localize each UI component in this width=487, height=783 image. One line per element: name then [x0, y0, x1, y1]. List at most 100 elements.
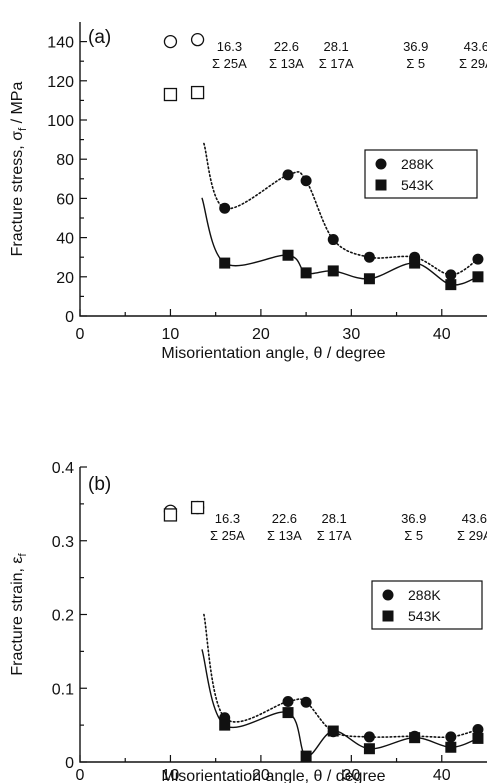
panel-a-y-tick-label: 140	[47, 35, 74, 52]
panel-a: (a) Misorientation angle, θ / degree Fra…	[9, 22, 487, 362]
panel-a-y-tick-label: 40	[56, 231, 74, 248]
panel-a-x-axis-label: Misorientation angle, θ / degree	[161, 345, 385, 362]
panel-b-annotation-angle: 28.1	[321, 511, 346, 526]
panel-b-marker-543K	[472, 732, 484, 744]
panel-b-label: (b)	[88, 474, 111, 495]
panel-a-marker-543K	[472, 271, 484, 283]
panel-a-marker-543K	[445, 279, 457, 291]
panel-a-annotation-angle: 43.6	[464, 39, 487, 54]
panel-a-annotation-sigma: Σ 29A	[459, 56, 487, 71]
panel-b-marker-543K	[363, 743, 375, 755]
panel-a-annotation-sigma: Σ 17A	[319, 56, 354, 71]
panel-a-label: (a)	[88, 27, 111, 48]
panel-b-annotation-sigma: Σ 29A	[457, 528, 487, 543]
panel-a-x-tick-label: 10	[162, 326, 180, 343]
panel-a-marker-open-circle	[163, 34, 178, 49]
panel-a-y-axis-label-main: Fracture stress, σ	[9, 131, 26, 257]
panel-b-y-axis-label-sub: f	[17, 552, 29, 556]
panel-a-legend-marker	[375, 158, 387, 170]
panel-a-x-tick-label: 30	[342, 326, 360, 343]
panel-b-series-line-288K	[203, 613, 479, 739]
panel-a-annotation-angle: 22.6	[274, 39, 299, 54]
panel-b-y-axis-label: Fracture strain, εf	[9, 552, 29, 675]
panel-b-annotation-angle: 22.6	[272, 511, 297, 526]
panel-a-x-tick-label: 40	[433, 326, 451, 343]
panel-a-marker-543K	[300, 267, 312, 279]
panel-b-legend-marker	[382, 589, 394, 601]
panel-a-annotation-angle: 28.1	[323, 39, 348, 54]
panel-b-annotation-angle: 36.9	[401, 511, 426, 526]
panel-b-marker-543K	[300, 750, 312, 762]
panel-b-y-tick-label: 0.2	[52, 608, 74, 625]
panel-b-marker-288K	[282, 696, 294, 708]
panel-a-marker-288K	[472, 253, 484, 265]
panel-a-marker-288K	[282, 169, 294, 181]
panel-b-marker-543K	[327, 725, 339, 737]
panel-b-marker-open-square	[190, 500, 205, 515]
panel-a-marker-288K	[300, 175, 312, 187]
panel-a-y-tick-label: 20	[56, 270, 74, 287]
panel-a-y-axis-label: Fracture stress, σf / MPa	[9, 82, 29, 257]
panel-b-x-tick-label: 20	[252, 767, 270, 783]
panel-b-marker-543K	[445, 741, 457, 753]
panel-a-y-axis-label-sub: f	[17, 127, 29, 131]
panel-b-legend-label: 288K	[408, 587, 441, 603]
panel-b-marker-543K	[409, 732, 421, 744]
panel-a-marker-543K	[219, 257, 231, 269]
panel-b-annotation-sigma: Σ 25A	[210, 528, 245, 543]
panel-a-marker-543K	[282, 249, 294, 261]
panel-b-x-tick-label: 30	[342, 767, 360, 783]
panel-b-marker-open-square	[163, 508, 178, 522]
panel-b-series-line-543K	[201, 649, 479, 757]
panel-a-y-tick-label: 80	[56, 152, 74, 169]
panel-a-marker-open-circle	[190, 32, 205, 47]
panel-b-marker-288K	[445, 731, 457, 743]
panel-a-annotation-sigma: Σ 5	[406, 56, 425, 71]
panel-a-series-line-288K	[203, 142, 479, 276]
panel-b-annotation-sigma: Σ 13A	[267, 528, 302, 543]
panel-a-marker-open-square	[190, 85, 205, 100]
panel-a-marker-543K	[327, 265, 339, 277]
panel-b-marker-288K	[363, 731, 375, 743]
panel-a-y-tick-label: 60	[56, 191, 74, 208]
panel-a-annotation-sigma: Σ 13A	[269, 56, 304, 71]
panel-b-y-tick-label: 0	[65, 755, 74, 772]
panel-a-marker-543K	[363, 273, 375, 285]
panel-b-x-tick-label: 40	[433, 767, 451, 783]
panel-a-annotation-angle: 16.3	[217, 39, 242, 54]
panel-b-x-axis-label: Misorientation angle, θ / degree	[161, 768, 385, 783]
panel-a-annotation-angle: 36.9	[403, 39, 428, 54]
panel-a-legend-marker	[375, 179, 387, 191]
panel-a-marker-288K	[363, 251, 375, 263]
panel-b-y-tick-label: 0.1	[52, 681, 74, 698]
panel-b-marker-288K	[472, 724, 484, 736]
panel-b-marker-543K	[219, 719, 231, 731]
panel-a-annotation-sigma: Σ 25A	[212, 56, 247, 71]
panel-a-legend-label: 543K	[401, 177, 434, 193]
panel-b-x-tick-label: 0	[76, 767, 85, 783]
panel-b-annotation-angle: 16.3	[215, 511, 240, 526]
panel-b-y-tick-label: 0.4	[52, 460, 74, 477]
panel-a-x-tick-label: 0	[76, 326, 85, 343]
panel-a-legend-label: 288K	[401, 156, 434, 172]
panel-a-marker-543K	[409, 257, 421, 269]
panel-b-y-axis-label-main: Fracture strain, ε	[9, 556, 26, 675]
panel-b-annotation-sigma: Σ 17A	[317, 528, 352, 543]
panel-b: (b) Misorientation angle, θ / degree Fra…	[9, 460, 487, 783]
panel-b-annotation-sigma: Σ 5	[404, 528, 423, 543]
panel-a-y-tick-label: 100	[47, 113, 74, 130]
panel-b-marker-288K	[300, 696, 312, 708]
panel-a-series-line-543K	[201, 197, 479, 286]
panel-a-marker-288K	[219, 202, 231, 214]
panel-a-y-axis-label-unit: / MPa	[9, 82, 26, 128]
panel-b-marker-543K	[282, 707, 294, 719]
panel-a-marker-open-square	[163, 87, 178, 102]
panel-a-marker-288K	[327, 234, 339, 246]
panel-a-x-tick-label: 20	[252, 326, 270, 343]
panel-b-annotation-angle: 43.6	[462, 511, 487, 526]
panel-a-y-tick-label: 0	[65, 309, 74, 326]
panel-b-legend-marker	[382, 610, 394, 622]
panel-a-marker-288K	[445, 269, 457, 281]
panel-b-x-tick-label: 10	[162, 767, 180, 783]
